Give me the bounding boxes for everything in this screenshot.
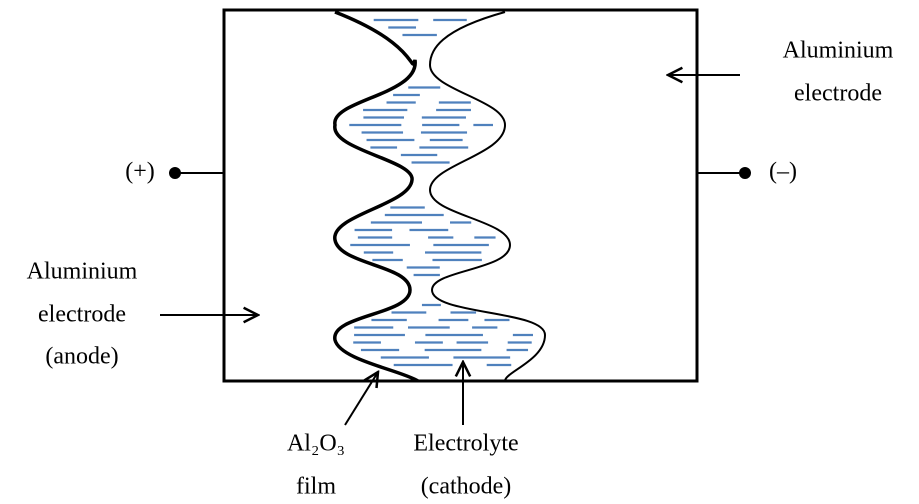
label: electrode xyxy=(794,81,882,107)
terminal-label: (+) xyxy=(125,159,155,185)
terminal-positive xyxy=(169,167,181,179)
terminal-label: (–) xyxy=(769,159,797,185)
label: (cathode) xyxy=(421,474,512,500)
label: (anode) xyxy=(45,344,118,370)
oxide-film-curve xyxy=(333,10,419,383)
label: film xyxy=(296,474,336,500)
casing xyxy=(222,8,699,383)
label: Al₂O₃ xyxy=(287,431,345,457)
electrode-surface-curve xyxy=(428,11,547,382)
label: Electrolyte xyxy=(413,431,518,457)
terminal-negative xyxy=(739,167,751,179)
arrow xyxy=(344,372,378,426)
label: Aluminium xyxy=(27,259,138,285)
label: electrode xyxy=(38,302,126,328)
electrolyte-dashes xyxy=(349,18,533,367)
label: Aluminium xyxy=(783,38,894,64)
